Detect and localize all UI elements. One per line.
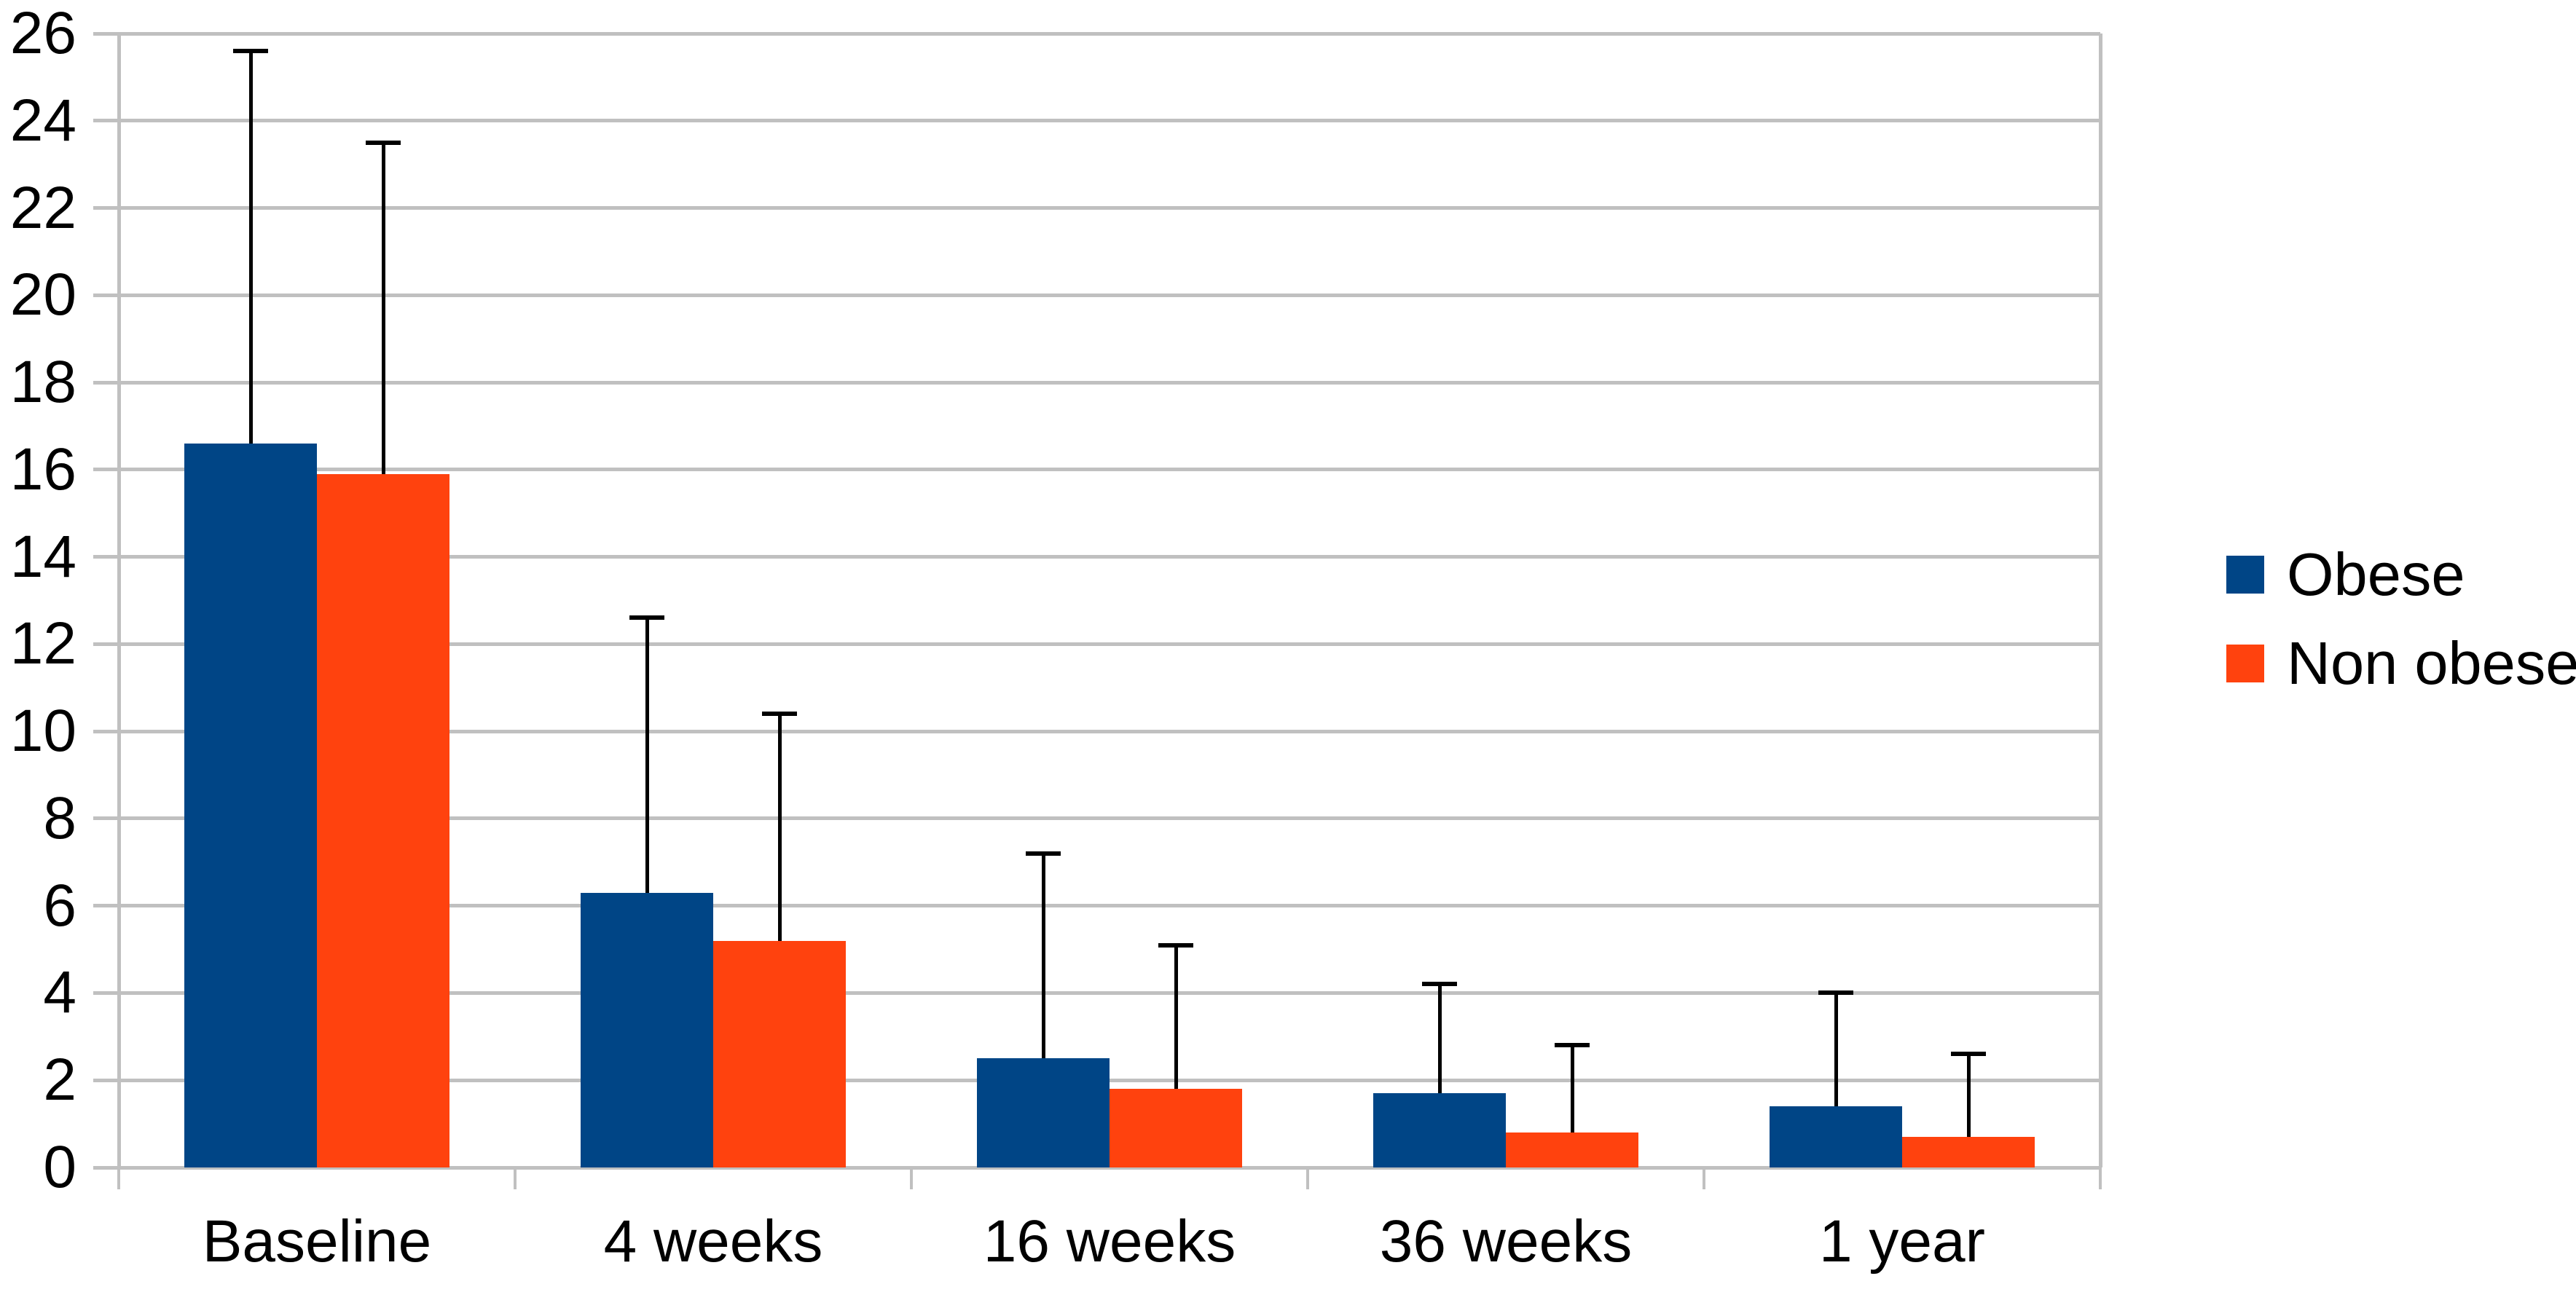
y-axis-tick-label: 10 bbox=[9, 698, 76, 765]
error-bar-line bbox=[1174, 945, 1178, 1090]
legend-swatch-non-obese-icon bbox=[2226, 645, 2264, 682]
y-gridline bbox=[93, 555, 2100, 559]
error-bar-line bbox=[248, 50, 253, 444]
legend-swatch-obese-icon bbox=[2226, 556, 2264, 594]
y-axis-tick-label: 4 bbox=[43, 959, 76, 1026]
y-gridline bbox=[93, 642, 2100, 646]
plot-border bbox=[117, 34, 121, 1167]
x-axis-tick bbox=[910, 1167, 913, 1189]
y-axis-tick-label: 0 bbox=[43, 1134, 76, 1200]
bar-non-obese bbox=[317, 473, 449, 1167]
bar-non-obese bbox=[713, 940, 846, 1167]
legend-item-non-obese: Non obese bbox=[2226, 623, 2576, 704]
error-bar-line bbox=[1834, 993, 1838, 1107]
bar-obese bbox=[1770, 1106, 1902, 1167]
y-gridline bbox=[93, 468, 2100, 472]
error-bar-cap bbox=[366, 140, 401, 145]
y-axis-tick-label: 22 bbox=[9, 174, 76, 241]
y-gridline bbox=[93, 904, 2100, 908]
error-bar-cap bbox=[629, 615, 664, 621]
bar-non-obese bbox=[1902, 1137, 2035, 1167]
y-gridline bbox=[93, 729, 2100, 733]
bar-non-obese bbox=[1110, 1089, 1242, 1167]
error-bar-cap bbox=[1158, 942, 1193, 948]
y-axis-tick-label: 6 bbox=[43, 872, 76, 939]
x-axis-tick bbox=[1306, 1167, 1309, 1189]
x-axis-category-label: Baseline bbox=[202, 1208, 432, 1275]
error-bar-cap bbox=[1818, 990, 1853, 996]
y-gridline bbox=[93, 1165, 2100, 1170]
error-bar-cap bbox=[1951, 1052, 1986, 1057]
error-bar-line bbox=[1437, 984, 1442, 1094]
y-gridline bbox=[93, 816, 2100, 821]
y-gridline bbox=[93, 293, 2100, 297]
error-bar-cap bbox=[1555, 1043, 1590, 1048]
error-bar-line bbox=[1966, 1054, 1971, 1138]
legend-label-non-obese: Non obese bbox=[2287, 629, 2576, 697]
error-bar-line bbox=[1570, 1045, 1574, 1133]
y-gridline bbox=[93, 990, 2100, 995]
bar-obese bbox=[977, 1058, 1110, 1167]
error-bar-cap bbox=[762, 712, 797, 717]
y-gridline bbox=[93, 119, 2100, 123]
y-axis-tick-label: 12 bbox=[9, 610, 76, 677]
plot-border bbox=[2098, 34, 2102, 1167]
legend-label-obese: Obese bbox=[2287, 540, 2465, 608]
x-axis-category-label: 16 weeks bbox=[983, 1208, 1236, 1275]
y-axis-tick-label: 8 bbox=[43, 784, 76, 851]
y-axis-tick-label: 2 bbox=[43, 1047, 76, 1114]
x-axis-tick bbox=[2099, 1167, 2102, 1189]
x-axis-category-label: 36 weeks bbox=[1379, 1208, 1633, 1275]
error-bar-cap bbox=[1422, 982, 1457, 987]
error-bar-line bbox=[1041, 853, 1045, 1059]
x-axis-category-label: 4 weeks bbox=[603, 1208, 823, 1275]
x-axis-category-label: 1 year bbox=[1819, 1208, 1985, 1275]
y-gridline bbox=[93, 380, 2100, 385]
error-bar-line bbox=[645, 618, 649, 893]
y-axis-tick-label: 18 bbox=[9, 349, 76, 416]
error-bar-cap bbox=[1026, 851, 1061, 856]
error-bar-line bbox=[777, 714, 782, 941]
x-axis-tick bbox=[514, 1167, 517, 1189]
legend-item-obese: Obese bbox=[2226, 535, 2465, 615]
error-bar-cap bbox=[233, 48, 268, 53]
y-axis-tick-label: 26 bbox=[9, 0, 76, 66]
x-axis-tick bbox=[117, 1167, 120, 1189]
bar-obese bbox=[184, 443, 317, 1167]
y-axis-tick-label: 24 bbox=[9, 87, 76, 154]
bar-obese bbox=[1373, 1093, 1506, 1167]
y-axis-tick-label: 14 bbox=[9, 523, 76, 590]
bar-non-obese bbox=[1506, 1133, 1638, 1167]
x-axis-tick bbox=[1703, 1167, 1705, 1189]
bar-obese bbox=[581, 892, 713, 1167]
y-axis-tick-label: 16 bbox=[9, 436, 76, 503]
y-gridline bbox=[93, 206, 2100, 210]
y-gridline bbox=[93, 31, 2100, 36]
y-axis-tick-label: 20 bbox=[9, 261, 76, 328]
error-bar-line bbox=[381, 142, 385, 474]
